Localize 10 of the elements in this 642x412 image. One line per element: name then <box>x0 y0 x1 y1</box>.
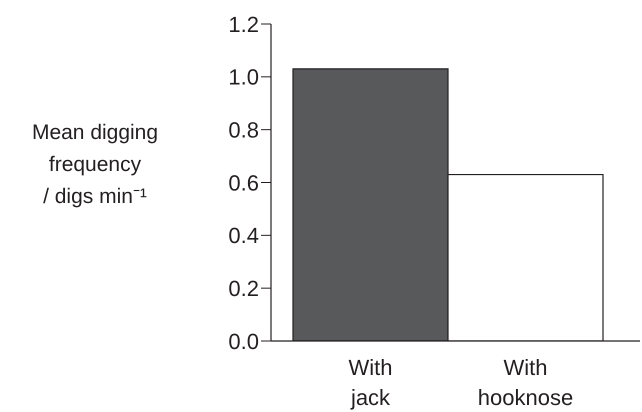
y-tick-label: 0.0 <box>228 328 259 354</box>
x-tick-label: With hooknose <box>478 355 574 410</box>
y-tick-label: 1.2 <box>228 12 259 37</box>
y-tick-label: 0.4 <box>228 223 259 248</box>
y-tick-label: 1.0 <box>228 64 259 90</box>
x-tick-label: With jack <box>348 355 392 410</box>
y-tick-label: 0.6 <box>228 170 259 196</box>
y-tick-label: 0.8 <box>228 117 259 142</box>
y-tick-label: 0.2 <box>228 276 259 301</box>
y-axis-title: Mean digging frequency / digs min⁻¹ <box>32 121 158 208</box>
